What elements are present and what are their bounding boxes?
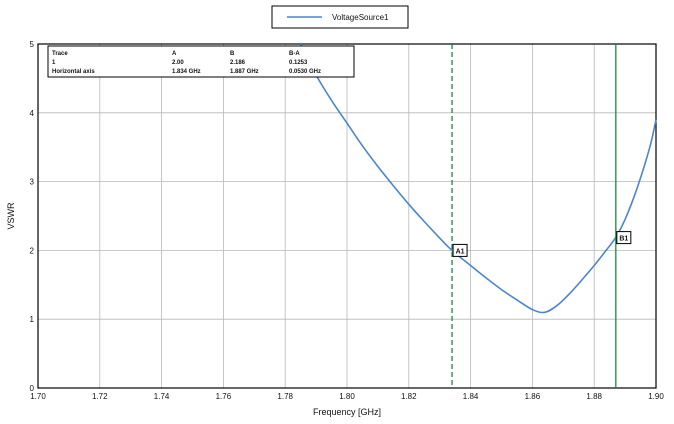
x-tick-label: 1.90 — [648, 392, 664, 401]
x-tick-label: 1.72 — [92, 392, 108, 401]
x-tick-label: 1.80 — [339, 392, 355, 401]
marker-table: Trace A B B-A 1 2.00 2.186 0.1253 Horizo… — [47, 45, 355, 78]
marker-table-box — [47, 45, 355, 78]
table-cell-a-value: 2.00 — [172, 60, 184, 66]
x-tick-label: 1.76 — [216, 392, 232, 401]
x-tick-label: 1.86 — [525, 392, 541, 401]
y-tick-label: 2 — [30, 246, 35, 255]
table-cell-trace: 1 — [52, 60, 56, 66]
marker-box-a[interactable] — [452, 243, 468, 257]
table-cell-b-frequency: 1.887 GHz — [230, 69, 259, 75]
x-tick-label: 1.88 — [586, 392, 602, 401]
legend[interactable]: VoltageSource1 — [271, 5, 409, 29]
table-header-b-minus-a: B-A — [289, 51, 300, 57]
grid — [37, 43, 657, 389]
series-line-voltagesource1[interactable] — [299, 43, 657, 314]
x-tick-label: 1.84 — [463, 392, 479, 401]
marker-layer: A1 B1 — [451, 44, 632, 388]
table-cell-diff-frequency: 0.0530 GHz — [289, 69, 321, 75]
y-axis-label: VSWR — [6, 202, 16, 230]
x-tick-label: 1.70 — [30, 392, 46, 401]
table-cell-a-frequency: 1.834 GHz — [172, 69, 201, 75]
x-axis-label: Frequency [GHz] — [313, 407, 381, 417]
x-tick-labels: 1.70 1.72 1.74 1.76 1.78 1.80 1.82 1.84 1.86 1.88… — [30, 392, 664, 401]
y-tick-label: 1 — [30, 315, 35, 324]
marker-label-a: A1 — [456, 248, 465, 255]
table-cell-horizontal-axis: Horizontal axis — [52, 69, 95, 75]
marker-label-b: B1 — [619, 236, 628, 243]
series-layer — [299, 43, 657, 314]
y-tick-label: 4 — [30, 109, 35, 118]
legend-box — [271, 5, 409, 29]
y-tick-label: 5 — [30, 40, 35, 49]
table-header-trace: Trace — [52, 51, 68, 57]
x-tick-label: 1.82 — [401, 392, 417, 401]
table-cell-diff-value: 0.1253 — [289, 60, 308, 66]
marker-box-b[interactable] — [616, 231, 632, 245]
table-header-a: A — [172, 51, 177, 57]
x-tick-label: 1.74 — [154, 392, 170, 401]
plot-frame — [37, 43, 657, 389]
table-header-b: B — [230, 51, 235, 57]
x-tick-label: 1.78 — [277, 392, 293, 401]
y-tick-label: 0 — [30, 384, 35, 393]
y-tick-label: 3 — [30, 178, 35, 187]
y-tick-labels: 0 1 2 3 4 5 — [30, 40, 35, 393]
table-cell-b-value: 2.186 — [230, 60, 246, 66]
legend-entry-voltagesource1: VoltageSource1 — [332, 13, 389, 22]
